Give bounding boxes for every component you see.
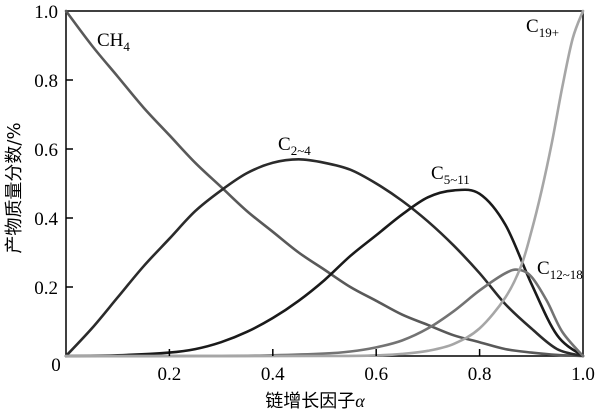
x-tick-label: 0.2 xyxy=(158,364,182,385)
y-tick-label: 0.8 xyxy=(34,71,58,92)
y-tick-label: 1.0 xyxy=(34,2,58,23)
series-lines xyxy=(64,9,585,358)
x-tick-label: 0.6 xyxy=(364,364,388,385)
series-label-c12-18: C12~18 xyxy=(537,258,583,282)
y-tick-label: 0.2 xyxy=(34,278,58,299)
series-label-ch4: CH4 xyxy=(97,30,130,54)
series-line-0 xyxy=(64,9,585,358)
x-tick-label: 0.4 xyxy=(261,364,285,385)
y-axis-title: 产物质量分数/% xyxy=(4,122,25,253)
series-line-2 xyxy=(64,188,585,358)
x-tick-label: 0.8 xyxy=(468,364,492,385)
x-tick-label-origin: 0 xyxy=(51,355,61,376)
x-axis-title: 链增长因子α xyxy=(265,391,365,412)
y-tick-label: 0.4 xyxy=(34,209,58,230)
y-tick-label: 0.6 xyxy=(34,140,58,161)
series-label-c19plus: C19+ xyxy=(526,16,559,40)
x-tick-label: 1.0 xyxy=(571,364,595,385)
series-line-4 xyxy=(64,9,585,358)
series-line-1 xyxy=(64,158,585,358)
series-label-c5-11: C5~11 xyxy=(431,163,470,187)
series-label-c2-4: C2~4 xyxy=(278,134,311,158)
series-labels: CH4 C2~4 C5~11 C12~18 C19+ xyxy=(97,16,583,282)
series-line-3 xyxy=(64,268,585,358)
axis-ticks: 0.2 0.4 0.6 0.8 1.0 0 0.2 0.4 0.6 0.8 1.0 xyxy=(34,2,595,385)
